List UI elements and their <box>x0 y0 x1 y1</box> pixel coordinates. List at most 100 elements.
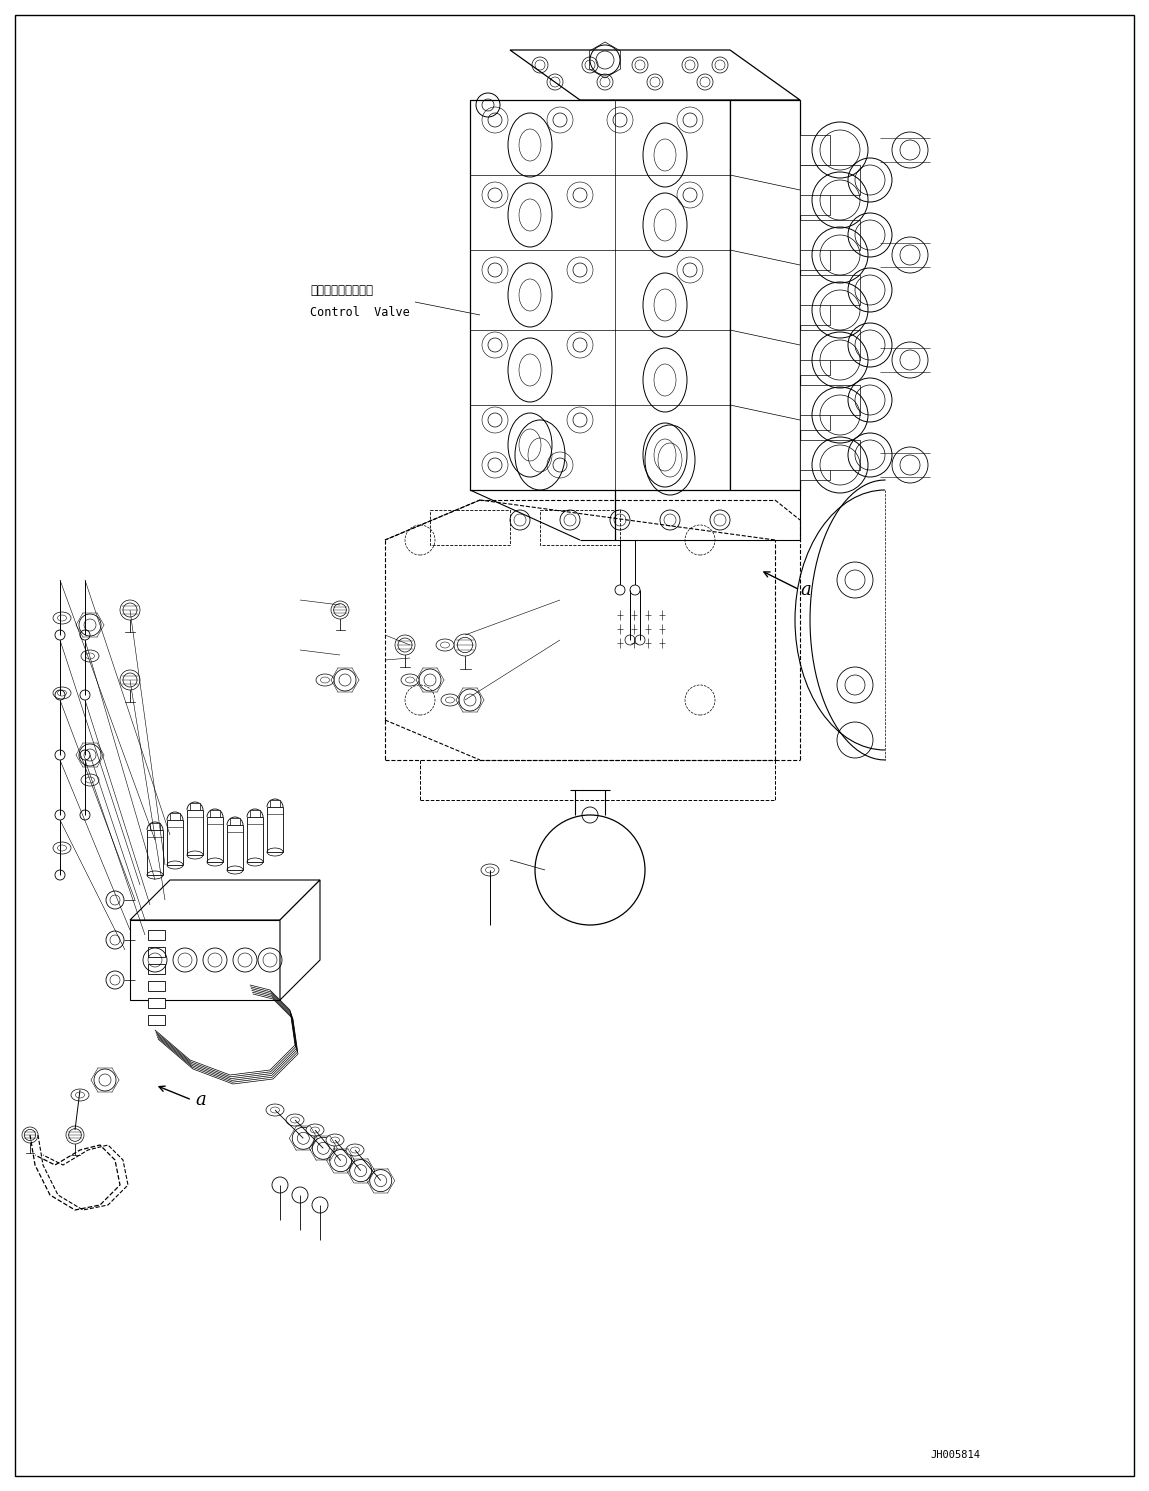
Polygon shape <box>800 440 859 470</box>
Ellipse shape <box>350 1147 360 1153</box>
Circle shape <box>370 1169 392 1191</box>
Circle shape <box>99 1074 111 1085</box>
Circle shape <box>330 1150 352 1172</box>
Text: a: a <box>195 1091 206 1109</box>
Ellipse shape <box>441 693 458 707</box>
Circle shape <box>339 674 350 686</box>
Circle shape <box>333 604 346 616</box>
Ellipse shape <box>481 863 499 877</box>
Circle shape <box>123 672 137 687</box>
Circle shape <box>454 634 476 656</box>
Circle shape <box>69 1129 82 1141</box>
Polygon shape <box>730 100 800 491</box>
Ellipse shape <box>85 653 94 659</box>
Polygon shape <box>800 274 859 306</box>
Circle shape <box>22 1127 38 1144</box>
Ellipse shape <box>76 1091 85 1097</box>
Ellipse shape <box>80 650 99 662</box>
Polygon shape <box>800 295 830 325</box>
Polygon shape <box>800 330 859 359</box>
Circle shape <box>119 599 140 620</box>
Ellipse shape <box>267 1103 284 1115</box>
Circle shape <box>395 635 415 655</box>
Polygon shape <box>210 810 219 817</box>
Polygon shape <box>148 947 165 957</box>
Text: a: a <box>800 581 811 599</box>
Ellipse shape <box>306 1124 324 1136</box>
Polygon shape <box>228 825 242 871</box>
Polygon shape <box>800 185 830 215</box>
Circle shape <box>349 1160 372 1182</box>
Polygon shape <box>800 400 830 429</box>
Polygon shape <box>267 807 283 851</box>
Circle shape <box>84 619 97 631</box>
Ellipse shape <box>286 1114 304 1126</box>
Polygon shape <box>800 450 830 480</box>
Ellipse shape <box>446 696 455 702</box>
Circle shape <box>79 614 101 637</box>
Circle shape <box>458 689 481 711</box>
Polygon shape <box>510 51 800 100</box>
Ellipse shape <box>435 640 454 652</box>
Text: Control  Valve: Control Valve <box>310 307 410 319</box>
Polygon shape <box>800 344 830 376</box>
Polygon shape <box>800 385 859 414</box>
Polygon shape <box>800 221 859 250</box>
Circle shape <box>457 637 472 653</box>
Polygon shape <box>247 817 263 862</box>
Polygon shape <box>187 810 203 854</box>
Polygon shape <box>207 817 223 862</box>
Polygon shape <box>148 1015 165 1024</box>
Circle shape <box>334 669 356 690</box>
Circle shape <box>464 693 476 707</box>
Polygon shape <box>280 880 321 1000</box>
Circle shape <box>630 584 640 595</box>
Polygon shape <box>151 823 160 830</box>
Circle shape <box>313 1138 334 1160</box>
Polygon shape <box>148 965 165 974</box>
Polygon shape <box>470 100 730 491</box>
Circle shape <box>79 744 101 766</box>
Circle shape <box>298 1132 309 1144</box>
Ellipse shape <box>440 643 449 649</box>
Ellipse shape <box>331 1138 339 1144</box>
Ellipse shape <box>321 677 330 683</box>
Polygon shape <box>130 920 280 1000</box>
Circle shape <box>615 584 625 595</box>
Circle shape <box>119 669 140 690</box>
Circle shape <box>331 601 349 619</box>
Polygon shape <box>230 819 240 825</box>
Polygon shape <box>800 136 830 166</box>
Ellipse shape <box>57 690 67 696</box>
Circle shape <box>424 674 435 686</box>
Circle shape <box>317 1142 330 1154</box>
Circle shape <box>65 1126 84 1144</box>
Circle shape <box>24 1129 36 1141</box>
Ellipse shape <box>85 777 94 783</box>
Text: コントロールバルブ: コントロールバルブ <box>310 283 373 297</box>
Polygon shape <box>800 240 830 270</box>
Ellipse shape <box>316 674 334 686</box>
Ellipse shape <box>310 1127 319 1133</box>
Circle shape <box>292 1127 315 1150</box>
Ellipse shape <box>53 687 71 699</box>
Ellipse shape <box>486 866 494 874</box>
Ellipse shape <box>406 677 415 683</box>
Ellipse shape <box>71 1088 88 1100</box>
Ellipse shape <box>80 774 99 786</box>
Circle shape <box>535 816 645 924</box>
Circle shape <box>355 1164 367 1176</box>
Polygon shape <box>130 880 321 920</box>
Polygon shape <box>147 830 163 875</box>
Ellipse shape <box>53 611 71 625</box>
Polygon shape <box>250 810 260 817</box>
Circle shape <box>375 1175 387 1187</box>
Ellipse shape <box>270 1106 279 1112</box>
Ellipse shape <box>57 614 67 620</box>
Circle shape <box>123 602 137 617</box>
Ellipse shape <box>53 842 71 854</box>
Polygon shape <box>270 801 280 807</box>
Polygon shape <box>148 981 165 992</box>
Circle shape <box>398 638 412 652</box>
Polygon shape <box>170 813 180 820</box>
